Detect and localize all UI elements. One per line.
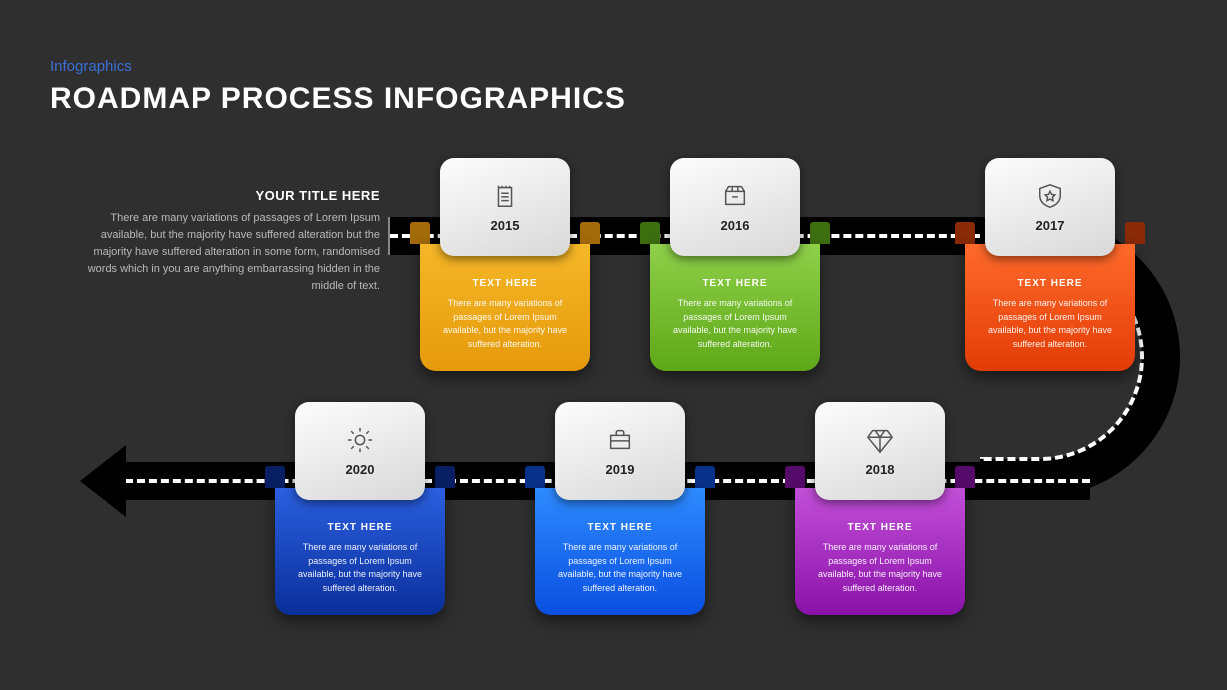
ribbon-fold-right: [810, 222, 830, 244]
milestone-year: 2016: [721, 218, 750, 233]
milestone-card-bottom: TEXT HERE There are many variations of p…: [650, 244, 820, 371]
ribbon-fold-right: [955, 466, 975, 488]
milestone-heading: TEXT HERE: [981, 278, 1119, 289]
ribbon-fold-left: [955, 222, 975, 244]
ribbon-fold-left: [265, 466, 285, 488]
milestone-2018: 2018 TEXT HERE There are many variations…: [795, 402, 965, 615]
milestone-card-bottom: TEXT HERE There are many variations of p…: [795, 488, 965, 615]
milestone-body: There are many variations of passages of…: [981, 297, 1119, 351]
milestone-card-top: 2015: [440, 158, 570, 256]
ribbon-fold-right: [695, 466, 715, 488]
diamond-icon: [866, 426, 894, 454]
milestone-year: 2020: [346, 462, 375, 477]
milestone-2019: 2019 TEXT HERE There are many variations…: [535, 402, 705, 615]
milestone-year: 2015: [491, 218, 520, 233]
milestone-body: There are many variations of passages of…: [666, 297, 804, 351]
briefcase-icon: [606, 426, 634, 454]
milestone-heading: TEXT HERE: [811, 522, 949, 533]
milestone-year: 2017: [1036, 218, 1065, 233]
ribbon-fold-right: [1125, 222, 1145, 244]
page-subtitle: Infographics: [50, 58, 132, 75]
intro-title: YOUR TITLE HERE: [70, 188, 380, 203]
milestone-card-bottom: TEXT HERE There are many variations of p…: [535, 488, 705, 615]
shield-star-icon: [1036, 182, 1064, 210]
gear-icon: [346, 426, 374, 454]
milestone-card-top: 2019: [555, 402, 685, 500]
milestone-card-top: 2017: [985, 158, 1115, 256]
ribbon-fold-left: [525, 466, 545, 488]
milestone-body: There are many variations of passages of…: [811, 541, 949, 595]
box-icon: [721, 182, 749, 210]
ribbon-fold-left: [785, 466, 805, 488]
ribbon-fold-left: [410, 222, 430, 244]
milestone-year: 2019: [606, 462, 635, 477]
milestone-card-top: 2016: [670, 158, 800, 256]
road-arrowhead: [80, 445, 126, 517]
milestone-body: There are many variations of passages of…: [291, 541, 429, 595]
milestone-card-bottom: TEXT HERE There are many variations of p…: [275, 488, 445, 615]
milestone-card-top: 2018: [815, 402, 945, 500]
milestone-body: There are many variations of passages of…: [436, 297, 574, 351]
milestone-2017: 2017 TEXT HERE There are many variations…: [965, 158, 1135, 371]
ribbon-fold-right: [435, 466, 455, 488]
ribbon-fold-right: [580, 222, 600, 244]
page-title: ROADMAP PROCESS INFOGRAPHICS: [50, 82, 626, 116]
milestone-heading: TEXT HERE: [666, 278, 804, 289]
ribbon-fold-left: [640, 222, 660, 244]
milestone-card-top: 2020: [295, 402, 425, 500]
milestone-heading: TEXT HERE: [436, 278, 574, 289]
milestone-heading: TEXT HERE: [291, 522, 429, 533]
notebook-icon: [491, 182, 519, 210]
milestone-year: 2018: [866, 462, 895, 477]
milestone-2020: 2020 TEXT HERE There are many variations…: [275, 402, 445, 615]
milestone-body: There are many variations of passages of…: [551, 541, 689, 595]
milestone-2016: 2016 TEXT HERE There are many variations…: [650, 158, 820, 371]
milestone-2015: 2015 TEXT HERE There are many variations…: [420, 158, 590, 371]
milestone-card-bottom: TEXT HERE There are many variations of p…: [420, 244, 590, 371]
milestone-card-bottom: TEXT HERE There are many variations of p…: [965, 244, 1135, 371]
intro-body: There are many variations of passages of…: [70, 210, 380, 295]
milestone-heading: TEXT HERE: [551, 522, 689, 533]
